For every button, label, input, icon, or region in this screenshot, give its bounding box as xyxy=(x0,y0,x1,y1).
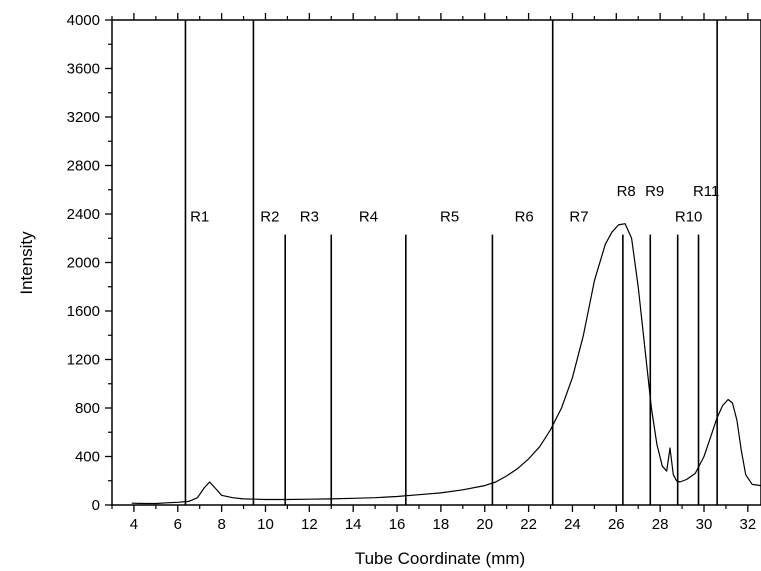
x-tick-label: 18 xyxy=(433,516,450,533)
region-label: R11 xyxy=(693,183,719,200)
plot-frame xyxy=(111,19,761,506)
region-label: R3 xyxy=(300,208,319,225)
region-label: R8 xyxy=(617,183,636,200)
x-tick-label: 10 xyxy=(257,516,274,533)
y-axis-title: Intensity xyxy=(17,231,36,295)
x-tick-label: 14 xyxy=(345,516,362,533)
y-tick-label: 0 xyxy=(92,497,100,514)
region-label: R6 xyxy=(515,208,534,225)
tick-labels: 4 6 8 10 12 14 16 18 20 22 24 26 28 30 32 0 400 800 1200 16… xyxy=(67,12,757,533)
y-tick-label: 800 xyxy=(75,400,100,417)
region-label: R2 xyxy=(260,208,279,225)
y-tick-label: 3200 xyxy=(67,109,100,126)
region-label: R10 xyxy=(675,208,703,225)
y-tick-label: 400 xyxy=(75,449,100,466)
region-label: R1 xyxy=(190,208,209,225)
y-tick-label: 4000 xyxy=(67,12,100,29)
x-tick-label: 20 xyxy=(476,516,493,533)
x-tick-label: 4 xyxy=(130,516,138,533)
y-tick-label: 2800 xyxy=(67,158,100,175)
y-tick-label: 2000 xyxy=(67,255,100,272)
region-labels: R1 R2 R3 R4 R5 R6 R7 R8 R9 R10 R11 xyxy=(190,183,719,225)
axes xyxy=(105,13,761,512)
region-label: R5 xyxy=(440,208,459,225)
x-tick-label: 12 xyxy=(301,516,318,533)
region-label: R4 xyxy=(359,208,378,225)
x-axis-title: Tube Coordinate (mm) xyxy=(355,549,525,568)
x-tick-label: 26 xyxy=(608,516,625,533)
x-tick-label: 6 xyxy=(174,516,182,533)
y-tick-label: 1200 xyxy=(67,352,100,369)
x-tick-label: 30 xyxy=(696,516,713,533)
region-label: R7 xyxy=(569,208,588,225)
region-label: R9 xyxy=(645,183,664,200)
region-boundary-lines xyxy=(184,20,718,505)
intensity-line xyxy=(131,223,761,505)
x-tick-label: 8 xyxy=(217,516,225,533)
y-tick-label: 3600 xyxy=(67,61,100,78)
x-tick-label: 22 xyxy=(520,516,537,533)
x-tick-label: 24 xyxy=(564,516,581,533)
y-tick-label: 2400 xyxy=(67,206,100,223)
y-tick-label: 1600 xyxy=(67,303,100,320)
series-lines xyxy=(131,223,761,505)
x-tick-label: 32 xyxy=(740,516,757,533)
x-tick-label: 28 xyxy=(652,516,669,533)
x-tick-label: 16 xyxy=(389,516,406,533)
